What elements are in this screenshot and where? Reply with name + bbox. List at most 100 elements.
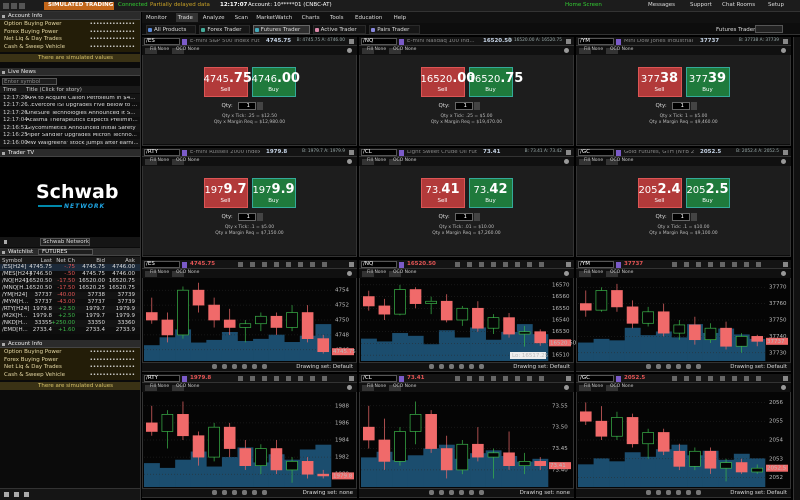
gear-icon[interactable] xyxy=(781,47,786,53)
price-display[interactable]: 16520.75 xyxy=(469,72,524,85)
chart-tool[interactable] xyxy=(262,262,267,267)
chart-nav[interactable] xyxy=(429,364,434,369)
opt-button[interactable] xyxy=(172,384,184,391)
chart-nav[interactable] xyxy=(222,490,227,495)
opt-button[interactable] xyxy=(606,47,618,54)
chart-nav[interactable] xyxy=(262,490,267,495)
price-display[interactable]: 1979.9 xyxy=(252,183,296,196)
menu-item[interactable]: Tools xyxy=(330,14,344,21)
gear-icon[interactable] xyxy=(347,270,352,276)
opt-button[interactable] xyxy=(579,47,591,54)
menu-item[interactable]: Help xyxy=(393,14,407,21)
sell-button[interactable] xyxy=(420,67,465,97)
menu-item[interactable]: Scan xyxy=(234,14,248,21)
qty-input[interactable] xyxy=(671,102,690,110)
menu-item[interactable]: Monitor xyxy=(146,14,167,21)
opt-button[interactable] xyxy=(606,270,618,277)
chart-nav[interactable] xyxy=(242,490,247,495)
price-display[interactable]: 2052.5 xyxy=(686,183,730,196)
opt-button[interactable] xyxy=(362,47,374,54)
chart-nav[interactable] xyxy=(429,490,434,495)
chart-tool[interactable] xyxy=(708,262,713,267)
chart-tool[interactable] xyxy=(696,376,701,381)
symbol-box[interactable] xyxy=(578,375,614,382)
watch-row[interactable] xyxy=(0,327,140,334)
gear-icon[interactable] xyxy=(564,158,569,164)
qty-spinner[interactable] xyxy=(690,102,697,110)
chart-tool[interactable] xyxy=(515,376,520,381)
chart-tool[interactable] xyxy=(708,376,713,381)
chart-tool[interactable] xyxy=(250,262,255,267)
opt-button[interactable] xyxy=(362,270,374,277)
gear-icon[interactable] xyxy=(347,384,352,390)
chart-nav[interactable] xyxy=(469,364,474,369)
panel-menu[interactable] xyxy=(349,376,354,381)
opt-button[interactable] xyxy=(579,158,591,165)
chart-tool[interactable] xyxy=(527,262,532,267)
panel-menu[interactable] xyxy=(566,262,571,267)
chart-nav[interactable] xyxy=(696,490,701,495)
qty-spinner[interactable] xyxy=(690,213,697,221)
symbol-box[interactable] xyxy=(361,149,397,156)
chart-nav[interactable] xyxy=(449,364,454,369)
opt-button[interactable] xyxy=(389,270,401,277)
chart-tool[interactable] xyxy=(696,262,701,267)
channel-select[interactable] xyxy=(40,238,90,246)
menu-item[interactable]: Trade xyxy=(177,14,193,21)
qty-input[interactable] xyxy=(237,102,256,110)
buy-button[interactable] xyxy=(468,178,513,208)
chart-nav[interactable] xyxy=(439,490,444,495)
panel-menu[interactable] xyxy=(783,376,788,381)
menu-item[interactable]: Education xyxy=(355,14,383,21)
tab[interactable] xyxy=(252,25,310,34)
chart-tool[interactable] xyxy=(274,376,279,381)
chart-tool[interactable] xyxy=(732,376,737,381)
chart-tool[interactable] xyxy=(455,262,460,267)
price-display[interactable]: 73.41 xyxy=(421,183,465,196)
opt-button[interactable] xyxy=(389,384,401,391)
gear-icon[interactable] xyxy=(347,47,352,53)
tab[interactable] xyxy=(312,25,367,34)
top-link[interactable]: Home Screen xyxy=(565,2,602,9)
chart-nav[interactable] xyxy=(686,364,691,369)
watch-row[interactable] xyxy=(0,306,140,313)
news-filter[interactable] xyxy=(2,78,57,85)
chart-tool[interactable] xyxy=(720,376,725,381)
chart-tool[interactable] xyxy=(720,262,725,267)
play-icon[interactable] xyxy=(4,240,7,244)
opt-button[interactable] xyxy=(172,47,184,54)
chart-tool[interactable] xyxy=(684,262,689,267)
panel-menu[interactable] xyxy=(783,262,788,267)
chart-tool[interactable] xyxy=(756,262,761,267)
opt-button[interactable] xyxy=(172,158,184,165)
chart-tool[interactable] xyxy=(732,262,737,267)
tab-label[interactable]: Active Trader xyxy=(320,26,357,33)
menu-item[interactable]: Charts xyxy=(301,14,320,21)
symbol-box[interactable] xyxy=(144,375,180,382)
chart-nav[interactable] xyxy=(469,490,474,495)
footer-icon[interactable] xyxy=(24,492,29,497)
symbol-box[interactable] xyxy=(144,38,180,45)
chart-nav[interactable] xyxy=(459,490,464,495)
chart-tool[interactable] xyxy=(262,376,267,381)
gear-icon[interactable] xyxy=(781,384,786,390)
chart-tool[interactable] xyxy=(286,262,291,267)
chart-nav[interactable] xyxy=(686,490,691,495)
chart-tool[interactable] xyxy=(467,376,472,381)
chart-tool[interactable] xyxy=(310,376,315,381)
tab-label[interactable]: Futures Trader xyxy=(260,26,301,33)
chart-tool[interactable] xyxy=(274,262,279,267)
panel-menu[interactable] xyxy=(349,262,354,267)
symbol-box[interactable] xyxy=(361,261,397,268)
price-display[interactable]: 37739 xyxy=(686,72,730,85)
panel-menu[interactable] xyxy=(349,150,354,155)
chart-tool[interactable] xyxy=(491,376,496,381)
panel-menu[interactable] xyxy=(566,39,571,44)
qty-spinner[interactable] xyxy=(256,213,263,221)
symbol-box[interactable] xyxy=(361,375,397,382)
symbol-box[interactable] xyxy=(578,149,614,156)
chart-nav[interactable] xyxy=(676,490,681,495)
symbol-box[interactable] xyxy=(578,38,614,45)
opt-button[interactable] xyxy=(606,384,618,391)
price-display[interactable]: 2052.4 xyxy=(638,183,682,196)
